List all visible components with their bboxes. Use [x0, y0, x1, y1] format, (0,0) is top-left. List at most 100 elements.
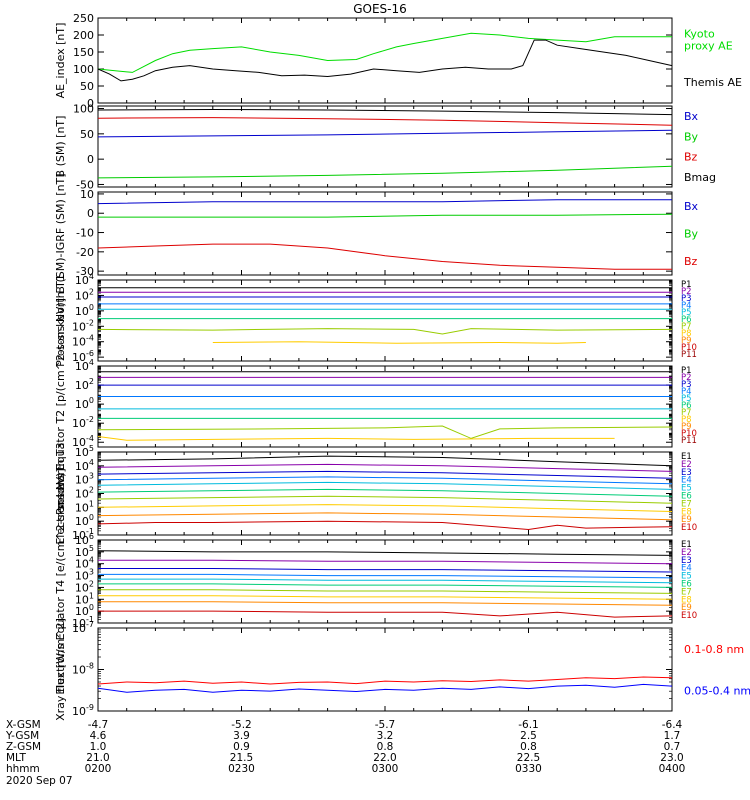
- x-axis-row-label: Y-GSM: [5, 730, 39, 742]
- series-line-e3: [98, 568, 673, 573]
- y-tick-label: 10-2: [72, 318, 94, 333]
- series-line-e6: [98, 583, 673, 588]
- x-tick-label: 21.0: [86, 752, 109, 764]
- legend-e1: E1: [681, 452, 692, 462]
- y-axis-label: Electrons Equator T4 [e/(cm^2-s-sr-keV)]: [54, 468, 67, 694]
- x-tick-label: -5.7: [375, 719, 396, 731]
- series-line-p7: [97, 425, 673, 439]
- series-line-themis-ae: [97, 39, 673, 82]
- legend-p3: P3: [681, 380, 692, 390]
- series-line-bz: [97, 117, 673, 126]
- series-line-kyoto-proxy-ae: [97, 32, 672, 73]
- y-axis-label: B (SM)-IGRF (SM) [nT]: [54, 173, 67, 293]
- x-tick-label: 22.0: [373, 752, 396, 764]
- x-axis-row-label: X-GSM: [6, 719, 41, 731]
- series-line-e7: [97, 495, 673, 504]
- legend-e4: E4: [681, 564, 692, 574]
- legend-kyoto-proxy-ae: proxy AE: [684, 39, 733, 52]
- series-line-e9: [97, 512, 673, 521]
- y-tick-label: -50: [76, 178, 94, 191]
- y-tick-label: 200: [73, 29, 94, 42]
- y-tick-label: 104: [75, 272, 94, 287]
- series-line-bz: [97, 243, 672, 270]
- panel-3: 10 0 -10 -20 -30 B (SM)-IGRF (SM) [nT] Bx By Bz: [54, 173, 699, 293]
- y-tick-label: 100: [73, 63, 94, 76]
- panel-frame: [97, 365, 673, 448]
- panel-frame: [97, 17, 673, 104]
- y-axis-label: Protons North T1: [54, 274, 67, 367]
- legend-p8: P8: [681, 415, 692, 425]
- series-line-e5: [97, 481, 673, 490]
- legend-p11: P11: [681, 436, 697, 446]
- x-tick-label: 3.2: [377, 730, 394, 742]
- y-tick-label: 10-4: [72, 334, 94, 349]
- legend-bmag: Bmag: [684, 171, 716, 184]
- series-line-e7: [98, 589, 673, 594]
- series-line-bx: [97, 199, 672, 205]
- series-line-by: [98, 213, 673, 218]
- legend-p9: P9: [681, 336, 692, 346]
- legend-e3: E3: [681, 556, 692, 566]
- legend-by: By: [684, 130, 699, 143]
- legend-e7: E7: [681, 499, 692, 509]
- x-tick-label: 0230: [228, 763, 255, 775]
- chart-title: GOES-16: [353, 2, 407, 16]
- legend-p1: P1: [681, 366, 692, 376]
- x-tick-label: 0.9: [233, 741, 250, 753]
- y-tick-label: 101: [75, 499, 94, 514]
- y-tick-label: 102: [75, 377, 94, 392]
- y-tick-label: 10: [80, 188, 94, 201]
- series-line-e4: [98, 573, 673, 579]
- legend-p6: P6: [681, 401, 692, 411]
- series-line-e4: [97, 476, 673, 485]
- y-tick-label: 104: [75, 458, 94, 473]
- legend-p9: P9: [681, 422, 692, 432]
- legend-e7: E7: [681, 587, 692, 597]
- x-tick-label: -6.1: [518, 719, 539, 731]
- legend-p6: P6: [681, 315, 692, 325]
- panel-frame: [97, 191, 673, 276]
- y-tick-label: 50: [80, 80, 94, 93]
- y-axis-label: Protons Equator T2 [p/(cm^2-s-sr-keV)]: [54, 298, 67, 515]
- x-tick-label: 4.6: [90, 730, 107, 742]
- legend-p10: P10: [681, 429, 697, 439]
- x-tick-label: 0330: [515, 763, 542, 775]
- legend-e2: E2: [681, 548, 692, 558]
- series-line-0-05-0-4-nm: [97, 683, 673, 693]
- x-axis-row-label: MLT: [6, 752, 26, 764]
- series-line-e2: [97, 463, 673, 472]
- series-line-e10: [98, 610, 673, 618]
- legend-kyoto-proxy-ae: Kyoto: [684, 27, 715, 40]
- legend-e5: E5: [681, 572, 692, 582]
- x-tick-label: 0.8: [377, 741, 394, 753]
- legend-p7: P7: [681, 408, 692, 418]
- y-tick-label: 10-2: [72, 415, 94, 430]
- y-tick-label: 0: [87, 97, 94, 110]
- y-axis-label: AE_index [nT]: [54, 23, 67, 99]
- y-tick-label: 104: [75, 358, 94, 373]
- legend-bz: Bz: [684, 255, 698, 268]
- x-tick-label: 23.0: [660, 752, 683, 764]
- legend-p4: P4: [681, 387, 692, 397]
- legend-p11: P11: [681, 350, 697, 360]
- legend-e5: E5: [681, 484, 692, 494]
- series-line-p7: [97, 328, 673, 335]
- y-tick-label: 100: [75, 396, 94, 411]
- x-tick-label: 21.5: [230, 752, 253, 764]
- x-tick-label: -4.7: [88, 719, 109, 731]
- legend-p4: P4: [681, 301, 692, 311]
- y-tick-label: 10-9: [72, 703, 94, 718]
- series-line-e6: [97, 488, 673, 497]
- y-tick-label: -30: [76, 265, 94, 278]
- y-tick-label: 100: [73, 103, 94, 116]
- series-line-e1: [97, 455, 673, 467]
- series-line-e10: [97, 520, 673, 531]
- y-tick-label: 0: [87, 207, 94, 220]
- y-tick-label: 102: [75, 486, 94, 501]
